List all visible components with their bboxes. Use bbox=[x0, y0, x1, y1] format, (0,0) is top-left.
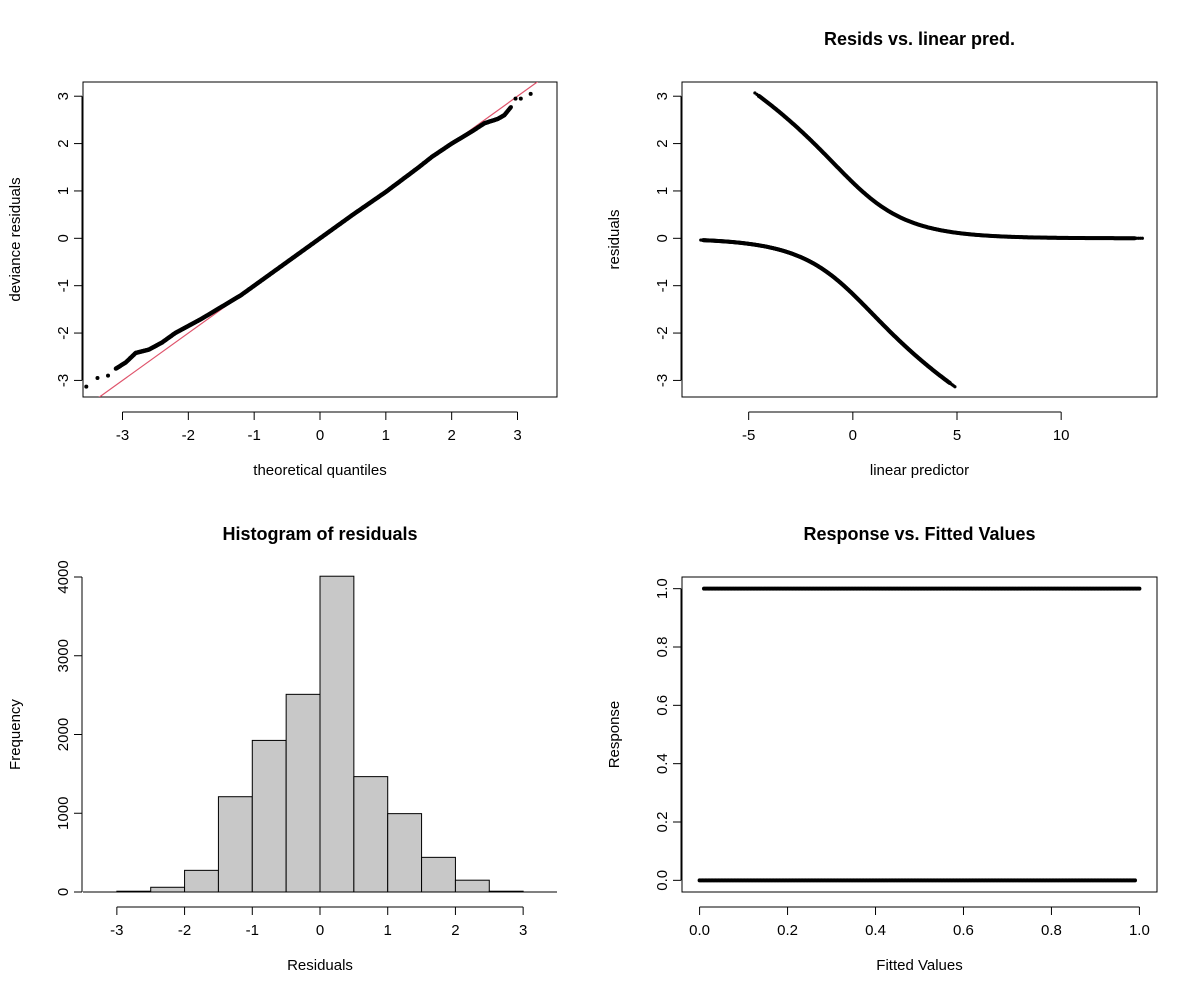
x-axis-label: Fitted Values bbox=[876, 957, 962, 974]
y-tick-label: 2 bbox=[654, 139, 671, 147]
data-point bbox=[953, 385, 957, 389]
y-tick-label: 1000 bbox=[55, 797, 72, 830]
x-tick-label: 0 bbox=[316, 922, 324, 939]
x-tick-label: -2 bbox=[182, 427, 195, 444]
x-axis-label: theoretical quantiles bbox=[253, 462, 386, 479]
histogram-bar bbox=[353, 776, 389, 893]
histogram-bar bbox=[150, 886, 186, 893]
y-tick-label: -2 bbox=[654, 326, 671, 339]
plot-frame bbox=[681, 576, 1158, 893]
y-axis-label: residuals bbox=[606, 209, 623, 269]
histogram-bar bbox=[184, 869, 219, 893]
y-tick-label: -1 bbox=[654, 279, 671, 292]
panel-1: theoretical quantiles deviance residuals -… bbox=[7, 81, 558, 479]
data-point bbox=[1133, 878, 1138, 883]
histogram-bar bbox=[285, 693, 321, 893]
data-point bbox=[528, 91, 533, 96]
x-tick-label: 2 bbox=[447, 427, 455, 444]
x-tick-label: 0.0 bbox=[689, 922, 710, 939]
panel-2: Resids vs. linear pred. linear predictor r… bbox=[606, 29, 1158, 479]
histogram-bar bbox=[488, 890, 524, 893]
x-tick-label: -1 bbox=[247, 427, 260, 444]
y-tick-label: -3 bbox=[654, 374, 671, 387]
histogram-bar bbox=[387, 813, 423, 893]
histogram-bar bbox=[454, 879, 490, 893]
chart-title: Histogram of residuals bbox=[222, 524, 417, 544]
x-tick-label: 0.6 bbox=[953, 922, 974, 939]
x-tick-label: 5 bbox=[953, 427, 961, 444]
x-tick-label: 0.2 bbox=[777, 922, 798, 939]
chart-title: Response vs. Fitted Values bbox=[803, 524, 1035, 544]
x-tick-label: 0.8 bbox=[1041, 922, 1062, 939]
panel-4: Response vs. Fitted Values Fitted Values R… bbox=[606, 524, 1158, 974]
data-point bbox=[508, 105, 513, 110]
data-point bbox=[1137, 586, 1142, 591]
x-tick-label: 2 bbox=[451, 922, 459, 939]
x-tick-label: -1 bbox=[246, 922, 259, 939]
y-tick-label: -2 bbox=[55, 326, 72, 339]
histogram-bar bbox=[421, 856, 456, 893]
histogram-bar bbox=[116, 890, 152, 893]
plot-frame bbox=[82, 81, 558, 398]
y-axis-label: deviance residuals bbox=[7, 177, 24, 301]
y-tick-label: 1 bbox=[55, 187, 72, 195]
x-tick-label: 0 bbox=[849, 427, 857, 444]
y-tick-label: 0.0 bbox=[654, 870, 671, 891]
x-axis-label: linear predictor bbox=[870, 462, 969, 479]
x-tick-label: 3 bbox=[519, 922, 527, 939]
y-axis-label: Response bbox=[606, 701, 623, 769]
x-tick-label: 3 bbox=[513, 427, 521, 444]
x-tick-label: -3 bbox=[110, 922, 123, 939]
y-axis-label: Frequency bbox=[7, 699, 24, 770]
y-tick-label: 0 bbox=[55, 234, 72, 242]
y-tick-label: -3 bbox=[55, 374, 72, 387]
x-tick-label: 1 bbox=[382, 427, 390, 444]
data-point bbox=[1140, 236, 1145, 240]
plot-frame bbox=[681, 81, 1158, 398]
y-tick-label: 3 bbox=[654, 92, 671, 100]
y-tick-label: 1 bbox=[654, 187, 671, 195]
histogram-bar bbox=[319, 575, 355, 893]
y-tick-label: 0 bbox=[654, 234, 671, 242]
x-axis-label: Residuals bbox=[287, 957, 353, 974]
chart-title: Resids vs. linear pred. bbox=[824, 29, 1015, 49]
x-tick-label: 1.0 bbox=[1129, 922, 1150, 939]
histogram-bar bbox=[251, 739, 287, 893]
y-tick-label: 4000 bbox=[55, 560, 72, 593]
y-tick-label: 2000 bbox=[55, 718, 72, 751]
y-tick-label: 0.2 bbox=[654, 812, 671, 833]
x-tick-label: 10 bbox=[1053, 427, 1070, 444]
y-tick-label: 0.6 bbox=[654, 695, 671, 716]
x-tick-label: 0.4 bbox=[865, 922, 886, 939]
y-tick-label: 1.0 bbox=[654, 578, 671, 599]
data-point bbox=[95, 376, 100, 381]
y-tick-label: 0 bbox=[55, 888, 72, 896]
y-tick-label: 0.4 bbox=[654, 753, 671, 774]
y-tick-label: 2 bbox=[55, 139, 72, 147]
y-tick-label: 3 bbox=[55, 92, 72, 100]
x-tick-label: 1 bbox=[384, 922, 392, 939]
data-point bbox=[84, 384, 89, 389]
data-point bbox=[513, 96, 518, 101]
x-tick-label: 0 bbox=[316, 427, 324, 444]
data-point bbox=[518, 96, 523, 101]
x-tick-label: -2 bbox=[178, 922, 191, 939]
y-tick-label: 3000 bbox=[55, 639, 72, 672]
data-point bbox=[106, 373, 111, 378]
histogram-bar bbox=[217, 796, 253, 893]
y-tick-label: 0.8 bbox=[654, 637, 671, 658]
x-tick-label: -5 bbox=[742, 427, 755, 444]
y-tick-label: -1 bbox=[55, 279, 72, 292]
x-tick-label: -3 bbox=[116, 427, 129, 444]
panel-3: Histogram of residuals Residuals Frequency… bbox=[7, 524, 557, 974]
